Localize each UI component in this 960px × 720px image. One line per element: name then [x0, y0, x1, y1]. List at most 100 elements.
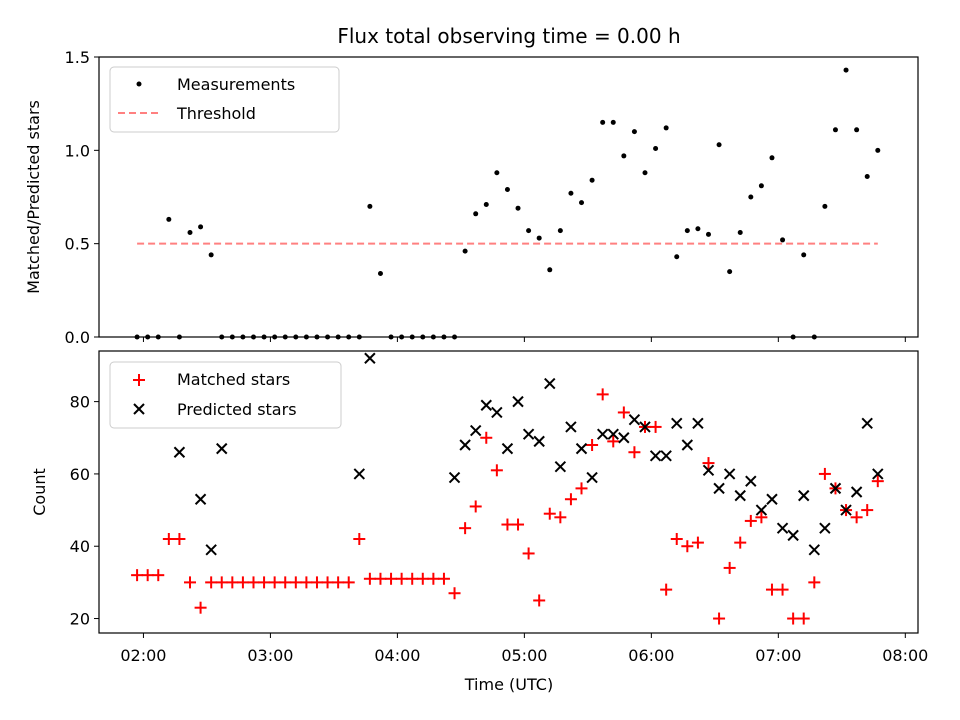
matched-star-point: [723, 561, 736, 574]
matched-star-point: [850, 511, 863, 524]
matched-star-point: [162, 533, 175, 545]
measurement-point: [208, 252, 214, 258]
matched-star-point: [586, 439, 599, 451]
legend-predicted-label: Predicted stars: [177, 400, 297, 419]
predicted-star-point: [766, 493, 778, 505]
measurement-point: [367, 203, 373, 209]
matched-star-point: [787, 612, 800, 625]
predicted-star-point: [586, 471, 598, 484]
measurement-point: [832, 127, 838, 133]
measurement-point: [621, 153, 627, 159]
chart-title: Flux total observing time = 0.00 h: [337, 24, 680, 48]
matched-star-point: [797, 612, 810, 625]
predicted-star-point: [713, 482, 725, 495]
ratio-y-tick-label: 0.5: [65, 235, 90, 254]
predicted-star-point: [787, 529, 799, 542]
measurement-point: [579, 200, 585, 206]
matched-star-point: [607, 435, 620, 448]
measurement-point: [187, 229, 193, 235]
matched-star-point: [490, 464, 503, 477]
predicted-star-point: [554, 460, 567, 473]
predicted-star-point: [649, 450, 662, 462]
matched-star-point: [289, 576, 302, 589]
matched-star-point: [194, 601, 207, 614]
measurement-point: [854, 127, 860, 133]
matched-star-point: [861, 504, 874, 517]
matched-star-point: [818, 467, 831, 480]
measurement-point: [504, 187, 510, 193]
matched-star-point: [258, 576, 271, 589]
predicted-star-point: [808, 544, 821, 556]
predicted-star-point: [364, 352, 376, 364]
matched-star-point: [247, 576, 260, 589]
predicted-star-point: [544, 377, 556, 390]
matched-star-point: [215, 576, 228, 589]
matched-star-point: [374, 572, 387, 585]
predicted-star-point: [575, 442, 588, 455]
matched-star-point: [131, 569, 144, 582]
matched-star-point: [744, 514, 757, 527]
ratio-y-tick-label: 0.0: [65, 328, 90, 347]
matched-star-point: [406, 572, 419, 585]
measurement-point: [822, 203, 828, 209]
measurement-point: [377, 271, 383, 277]
predicted-star-point: [639, 421, 651, 433]
predicted-star-point: [755, 504, 768, 516]
measurement-point: [737, 229, 743, 235]
measurement-point: [695, 226, 701, 232]
matched-star-point: [385, 572, 398, 585]
matched-star-point: [353, 533, 366, 545]
matched-star-point: [321, 576, 334, 589]
predicted-star-point: [745, 475, 757, 487]
predicted-star-point: [681, 439, 694, 451]
predicted-star-point: [776, 522, 789, 534]
predicted-star-point: [819, 522, 831, 534]
count-panel: 20 40 60 80 02:00 03:00 04:00 05:00 06:00 07:00 0…: [30, 350, 928, 694]
matched-star-point: [226, 576, 239, 589]
matched-star-point: [469, 500, 482, 513]
matched-star-point: [871, 475, 884, 488]
matched-star-point: [660, 583, 673, 596]
legend-measurement-marker: [136, 81, 142, 87]
measurement-point: [631, 129, 637, 135]
predicted-star-point: [469, 424, 482, 437]
predicted-star-point: [512, 395, 524, 408]
predicted-star-point: [861, 417, 873, 430]
matched-star-point: [416, 572, 429, 585]
matched-star-point: [776, 583, 789, 596]
predicted-star-point: [734, 489, 746, 502]
matched-star-point: [617, 406, 630, 419]
measurement-point: [780, 237, 786, 243]
measurement-point: [843, 67, 849, 73]
predicted-star-point: [565, 421, 577, 433]
matched-star-point: [437, 572, 450, 585]
measurement-point: [473, 211, 479, 217]
matched-star-point: [681, 540, 694, 553]
predicted-star-point: [628, 413, 641, 426]
matched-star-point: [205, 576, 218, 589]
measurement-point: [727, 269, 733, 275]
matched-star-point: [363, 572, 376, 585]
measurement-point: [684, 228, 690, 234]
measurement-point: [610, 119, 616, 125]
x-tick-label: 04:00: [374, 646, 420, 665]
legend-matched-marker: [133, 374, 145, 386]
predicted-star-point: [501, 442, 514, 455]
legend-predicted-marker: [133, 403, 145, 415]
matched-star-point: [755, 511, 768, 524]
count-y-tick-label: 80: [70, 393, 90, 412]
measurement-point: [198, 224, 204, 230]
measurement-point: [653, 145, 659, 151]
predicted-star-point: [798, 489, 810, 502]
predicted-star-point: [480, 399, 492, 411]
matched-star-point: [152, 569, 165, 582]
legend-measurements-label: Measurements: [177, 75, 295, 94]
measurement-point: [589, 177, 595, 183]
matched-star-point: [554, 511, 567, 524]
matched-star-point: [691, 536, 704, 549]
ratio-legend: Measurements Threshold: [109, 66, 340, 133]
matched-star-point: [628, 446, 641, 459]
measurement-point: [801, 252, 807, 258]
predicted-star-point: [596, 428, 609, 440]
